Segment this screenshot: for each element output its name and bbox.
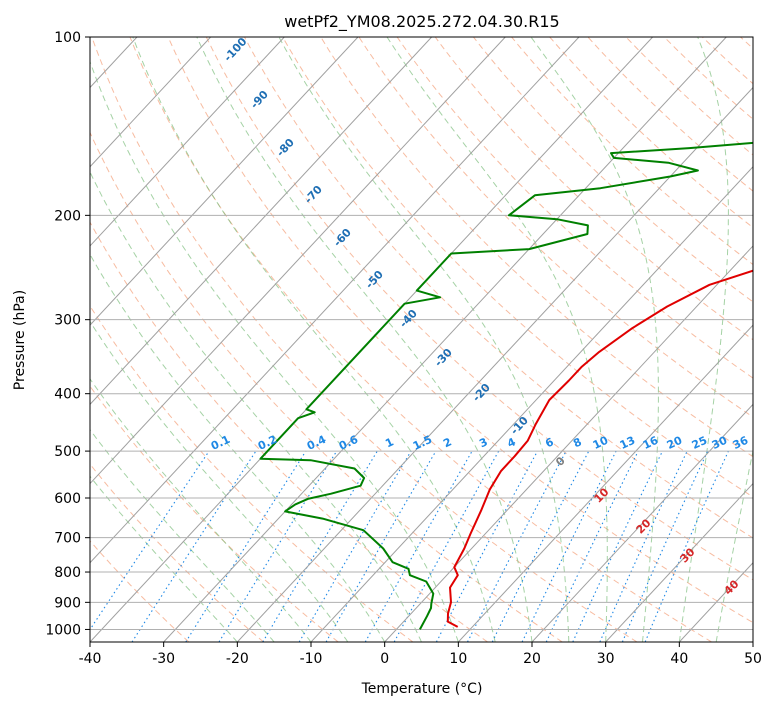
moist-adiabat-line [278,37,570,642]
dewpoint-line [259,141,753,630]
y-tick-label: 700 [54,531,81,547]
x-tick-label: 30 [597,651,615,667]
isotherm-line [90,37,433,406]
moist-adiabat-line [90,60,459,642]
grid-layer [0,37,753,642]
isotherm-line [163,37,727,642]
isotherm-line [310,165,753,642]
x-tick-label: -20 [226,651,249,667]
mixing-ratio-line [599,450,688,642]
x-tick-label: 20 [523,651,541,667]
x-tick-label: 40 [670,651,688,667]
moist-adiabat-line [386,37,608,642]
mixing-ratio-line [185,450,307,642]
moist-adiabat-line [196,37,533,642]
mixing-ratio-label: 25 [690,434,709,452]
series-layer [259,141,753,630]
moist-adiabat-line [678,37,729,642]
x-tick-label: 0 [380,651,389,667]
mixing-ratio-label: 10 [591,434,611,452]
isotherm-line [605,482,753,642]
y-tick-label: 300 [54,313,81,329]
mixing-ratio-line [218,450,338,642]
x-tick-label: 10 [449,651,467,667]
y-tick-label: 500 [54,444,81,460]
moist-adiabat-line [715,448,753,642]
dry-adiabat-line [90,385,339,642]
isotherm-line [90,37,285,247]
isotherm-line [0,37,63,642]
mixing-ratio-line [90,450,210,631]
isotherm-line [384,245,753,642]
x-axis-title: Temperature (°C) [361,681,483,697]
temperature-line [446,269,753,628]
plot-background [90,37,753,642]
dry-adiabat-line [396,37,753,379]
dry-adiabat-line [282,37,753,498]
isotherm-line [457,324,753,642]
mixing-ratio-line [435,450,538,642]
mixing-ratio-label: 30 [710,434,730,452]
y-tick-label: 600 [54,491,81,507]
mixing-ratio-line [521,450,617,642]
x-tick-label: -30 [152,651,175,667]
y-axis-title: Pressure (hPa) [12,290,28,390]
tick-layer: -40 -30 -20 -10 0 10 20 30 40 50 100 200 300 400 500 60… [45,30,762,667]
dry-adiabat-line [129,37,712,642]
isotherm-line [90,37,580,564]
dry-adiabat-line [244,37,753,539]
x-tick-label: -10 [300,651,323,667]
dry-adiabat-line [90,221,488,642]
mixing-ratio-line [262,450,378,642]
moist-adiabat-line [530,37,659,642]
dry-adiabat-line [90,540,190,642]
moist-adiabat-line [132,37,496,642]
moist-adiabat-line [90,170,422,642]
isotherm-line [531,403,753,642]
mixing-ratio-label: 13 [618,434,637,452]
y-tick-label: 100 [54,30,81,46]
mixing-ratio-line [298,450,412,642]
isotherm-line [90,37,506,485]
mixing-ratio-label: 36 [731,434,751,452]
y-tick-label: 900 [54,595,81,611]
isotherm-line [752,641,753,642]
dry-adiabat-line [90,463,264,642]
mixing-ratio-label: 20 [665,434,685,452]
isotherm-line [90,37,359,326]
chart-title: wetPf2_YM08.2025.272.04.30.R15 [284,12,559,32]
dry-adiabat-line [91,37,638,642]
mixing-ratio-line [545,450,639,642]
y-tick-label: 200 [54,208,81,224]
mixing-ratio-label: 16 [641,434,661,452]
dry-adiabat-line [90,131,563,642]
dry-adiabat-line [205,37,753,581]
mixing-ratio-line [572,450,663,642]
dry-adiabat-line [473,37,753,303]
moist-adiabat-line [90,320,349,642]
moist-adiabat-line [90,253,386,642]
x-tick-label: 50 [744,651,762,667]
plot-frame [89,36,754,643]
y-tick-label: 800 [54,565,81,581]
dry-adiabat-line [434,37,753,341]
x-tick-label: -40 [79,651,102,667]
y-tick-label: 1000 [45,622,81,638]
isotherm-line [90,37,212,168]
isotherm-line [236,86,753,642]
dry-adiabat-line [167,37,753,624]
y-tick-label: 400 [54,387,81,403]
